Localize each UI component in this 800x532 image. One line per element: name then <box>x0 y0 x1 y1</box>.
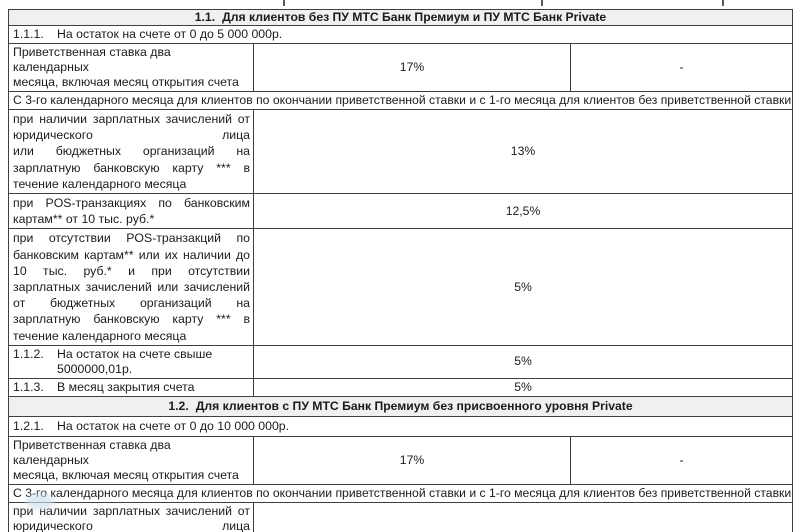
item-text: В месяц закрытия счета <box>57 379 195 394</box>
condition-label: при наличии зарплатных зачислений от юрид… <box>8 501 254 532</box>
item-rate: 5% <box>253 344 793 379</box>
condition-rate: 5% <box>253 228 793 346</box>
note-text: С 3-го календарного месяца для клиентов … <box>8 91 793 110</box>
row-condition-salary-2: при наличии зарплатных зачислений от юрид… <box>8 501 793 532</box>
welcome-rate-dash: - <box>570 435 793 485</box>
welcome-rate-value: 17% <box>253 435 571 485</box>
row-condition-pos: при POS-транзакциях по банковским картам*… <box>8 193 793 230</box>
condition-rate: 12,5% <box>253 193 793 230</box>
row-section-1-1: 1.1. Для клиентов без ПУ МТС Банк Премиум… <box>8 9 793 26</box>
item-number: 1.2.1. <box>13 418 44 433</box>
section-1-2-header-cell: 1.2. Для клиентов с ПУ МТС Банк Премиум б… <box>8 395 793 417</box>
welcome-rate-label: Приветственная ставка два календарных мес… <box>8 435 254 485</box>
item-number: 1.1.1. <box>13 27 44 41</box>
row-section-1-2: 1.2. Для клиентов с ПУ МТС Банк Премиум б… <box>8 395 793 417</box>
item-text: На остаток на счете от 0 до 10 000 000р. <box>57 418 290 433</box>
condition-rate: 13% <box>253 501 793 532</box>
item-1-1-3-cell: 1.1.3. В месяц закрытия счета <box>8 377 254 397</box>
row-1-1-2: 1.1.2. На остаток на счете свыше 5000000,… <box>8 344 793 379</box>
welcome-rate-dash: - <box>570 43 793 92</box>
row-1-1-1: 1.1.1. На остаток на счете от 0 до 5 000… <box>8 25 793 44</box>
item-1-2-1-cell: 1.2.1. На остаток на счете от 0 до 10 00… <box>8 415 793 437</box>
item-rate: 5% <box>253 377 793 397</box>
section-number: 1.2. <box>168 398 189 413</box>
section-number: 1.1. <box>194 10 216 25</box>
row-condition-salary-1: при наличии зарплатных зачислений от юрид… <box>8 108 793 195</box>
cropped-row-tick <box>541 0 543 6</box>
item-text: На остаток на счете свыше 5000000,01р. <box>57 346 213 376</box>
row-1-2-1: 1.2.1. На остаток на счете от 0 до 10 00… <box>8 415 793 437</box>
note-text: С 3-го календарного месяца для клиентов … <box>8 483 793 503</box>
welcome-rate-value: 17% <box>253 43 571 92</box>
condition-rate: 13% <box>253 108 793 195</box>
row-welcome-rate-1: Приветственная ставка два календарных мес… <box>8 43 793 92</box>
item-number: 1.1.2. <box>13 346 44 361</box>
row-note-1: С 3-го календарного месяца для клиентов … <box>8 91 793 110</box>
deposit-rates-table: 1.1. Для клиентов без ПУ МТС Банк Премиум… <box>8 9 793 532</box>
condition-label: при наличии зарплатных зачислений от юрид… <box>8 108 254 195</box>
item-text: На остаток на счете от 0 до 5 000 000р. <box>57 27 283 41</box>
condition-label: при POS-транзакциях по банковским картам*… <box>8 193 254 230</box>
condition-label: при отсутствии POS-транзакций по банковск… <box>8 228 254 346</box>
cropped-row-tick <box>283 0 285 6</box>
row-note-2: С 3-го календарного месяца для клиентов … <box>8 483 793 503</box>
cropped-row-tick <box>722 0 724 6</box>
row-1-1-3: 1.1.3. В месяц закрытия счета 5% <box>8 377 793 397</box>
item-number: 1.1.3. <box>13 379 44 394</box>
section-1-1-header-cell: 1.1. Для клиентов без ПУ МТС Банк Премиум… <box>8 9 793 26</box>
row-condition-no-pos: при отсутствии POS-транзакций по банковск… <box>8 228 793 346</box>
section-title: Для клиентов без ПУ МТС Банк Премиум и П… <box>222 10 607 25</box>
item-1-1-1-cell: 1.1.1. На остаток на счете от 0 до 5 000… <box>8 25 793 44</box>
row-welcome-rate-2: Приветственная ставка два календарных мес… <box>8 435 793 485</box>
section-title: Для клиентов с ПУ МТС Банк Премиум без п… <box>195 398 633 413</box>
item-1-1-2-cell: 1.1.2. На остаток на счете свыше 5000000,… <box>8 344 254 379</box>
welcome-rate-label: Приветственная ставка два календарных мес… <box>8 43 254 92</box>
